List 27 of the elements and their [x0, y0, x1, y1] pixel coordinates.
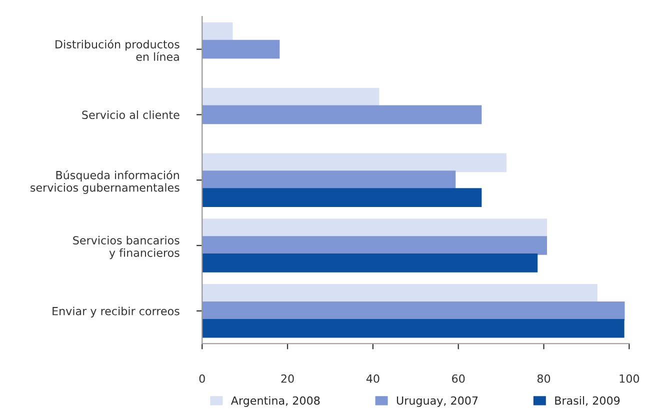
x-tick-label: 60 — [452, 374, 465, 383]
bar — [202, 318, 624, 338]
bar — [202, 40, 280, 59]
bar — [202, 188, 482, 207]
bar — [202, 22, 233, 42]
bar — [202, 170, 456, 190]
y-tick-label: Servicios bancarios y financieros — [73, 236, 180, 260]
bar — [202, 284, 598, 303]
bar — [202, 88, 380, 107]
x-tick-label: 80 — [537, 374, 550, 383]
legend-label: Argentina, 2008 — [230, 396, 320, 407]
x-tick-label: 100 — [620, 374, 640, 383]
bar — [202, 153, 506, 172]
legend-label: Uruguay, 2007 — [396, 396, 478, 407]
bar — [202, 236, 548, 255]
bar — [202, 254, 538, 272]
bar — [202, 301, 625, 320]
y-tick-label: Servicio al cliente — [82, 110, 180, 120]
x-tick-label: 0 — [199, 374, 205, 383]
legend-label: Brasil, 2009 — [555, 396, 620, 406]
y-tick-label: Enviar y recibir correos — [52, 306, 180, 318]
y-tick-label: Búsqueda información servicios gubernamentales — [30, 170, 180, 194]
x-tick-label: 40 — [366, 374, 380, 383]
x-tick-label: 20 — [281, 374, 294, 383]
y-tick-label: Distribución productos en línea — [56, 39, 180, 61]
bar — [202, 218, 548, 238]
bar — [202, 105, 482, 124]
